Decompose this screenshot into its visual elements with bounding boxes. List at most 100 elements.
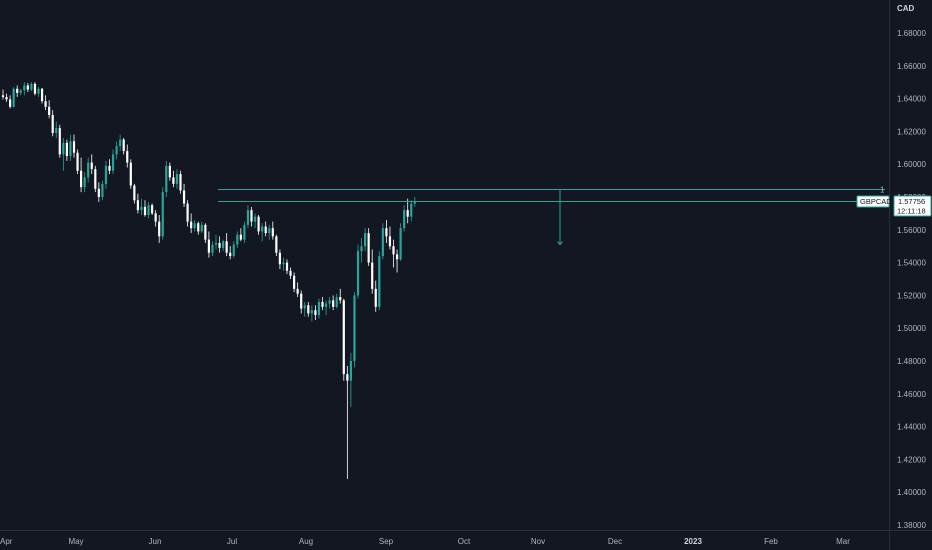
candle-body <box>69 141 72 156</box>
candle-body <box>104 165 108 184</box>
price-tick-label: 1.62000 <box>897 127 926 136</box>
price-tick-label: 1.54000 <box>897 259 926 268</box>
candle-body <box>55 128 58 134</box>
candle-body <box>111 154 115 171</box>
candle-body <box>410 203 413 217</box>
candle-body <box>26 85 29 90</box>
candle-body <box>261 226 264 232</box>
candle-body <box>356 251 360 296</box>
drawing-overlays: 1 <box>218 186 889 246</box>
candle-body <box>222 241 225 248</box>
candle-body <box>12 88 15 107</box>
candle-body <box>30 83 33 90</box>
candle-body <box>190 221 193 229</box>
candle-body <box>367 233 370 263</box>
candle-body <box>243 224 246 240</box>
symbol-tag: GBPCAD <box>856 195 892 208</box>
candle-body <box>94 169 97 189</box>
candle-body <box>9 99 12 107</box>
candle-body <box>413 200 416 204</box>
price-tick-label: 1.48000 <box>897 357 926 366</box>
resistance-marker: 1 <box>880 186 885 195</box>
candle-body <box>289 270 292 276</box>
candle-body <box>214 242 218 245</box>
candle-body <box>182 190 186 204</box>
candle-series <box>1 82 416 480</box>
price-tick-label: 1.64000 <box>897 95 926 104</box>
candle-body <box>278 252 281 265</box>
candle-body <box>158 221 161 237</box>
candle-body <box>282 262 285 265</box>
candle-body <box>275 236 278 253</box>
candle-body <box>349 361 352 381</box>
candle-body <box>133 185 136 201</box>
price-tick-label: 1.68000 <box>897 29 926 38</box>
price-axis[interactable]: 1.680001.660001.640001.620001.600001.580… <box>897 29 926 530</box>
time-tick-label: Mar <box>836 537 850 546</box>
time-tick-label: Apr <box>0 537 13 546</box>
candle-body <box>300 293 303 309</box>
candle-body <box>246 210 250 225</box>
candle-body <box>5 96 8 100</box>
candle-body <box>186 203 189 222</box>
candle-body <box>218 242 221 248</box>
time-tick-label: Jun <box>149 537 162 546</box>
time-tick-label: Aug <box>299 537 313 546</box>
price-tick-label: 1.44000 <box>897 423 926 432</box>
price-tag-countdown: 12:11:18 <box>897 207 926 216</box>
price-tick-label: 1.50000 <box>897 324 926 333</box>
candle-body <box>388 236 392 247</box>
candle-body <box>253 216 257 222</box>
candle-body <box>179 174 182 191</box>
time-axis[interactable]: Apr May Jun Jul Aug Sep Oct Nov Dec 2023 Feb Mar <box>0 537 850 546</box>
time-tick-label: Dec <box>608 537 622 546</box>
candle-body <box>324 303 328 307</box>
candle-body <box>374 288 377 307</box>
candle-body <box>328 300 331 304</box>
candle-body <box>58 128 61 155</box>
candle-body <box>239 234 242 240</box>
candle-body <box>119 139 122 147</box>
price-tag-box <box>893 195 932 217</box>
candle-body <box>122 139 125 152</box>
candle-body <box>360 246 363 252</box>
candle-body <box>207 239 210 253</box>
candle-body <box>204 224 207 240</box>
time-tick-label: May <box>68 537 83 546</box>
candle-body <box>339 297 342 301</box>
candle-body <box>193 223 196 229</box>
candle-body <box>154 213 157 222</box>
candle-body <box>37 88 40 94</box>
candle-body <box>229 252 232 257</box>
candle-body <box>371 262 374 289</box>
price-tick-label: 1.60000 <box>897 160 926 169</box>
candle-body <box>65 142 68 156</box>
candle-body <box>101 183 104 197</box>
candle-body <box>51 115 54 134</box>
price-tick-label: 1.46000 <box>897 390 926 399</box>
price-tick-label: 1.38000 <box>897 521 926 530</box>
price-tick-label: 1.56000 <box>897 226 926 235</box>
candle-body <box>143 206 147 216</box>
candle-body <box>62 142 65 155</box>
candle-body <box>395 254 399 260</box>
candle-body <box>321 301 324 307</box>
candle-body <box>310 310 313 314</box>
candle-body <box>296 288 299 294</box>
candle-body <box>140 206 143 211</box>
candle-body <box>168 165 171 178</box>
candle-body <box>76 152 79 171</box>
candle-body <box>200 224 203 232</box>
candle-body <box>257 216 260 232</box>
price-tick-label: 1.42000 <box>897 455 926 464</box>
candle-body <box>90 162 93 170</box>
candle-body <box>40 88 44 102</box>
candle-body <box>211 244 214 253</box>
candle-body <box>293 275 296 289</box>
candle-body <box>225 241 228 253</box>
candle-body <box>83 177 86 188</box>
time-tick-label: Feb <box>764 537 778 546</box>
candle-body <box>161 192 164 237</box>
